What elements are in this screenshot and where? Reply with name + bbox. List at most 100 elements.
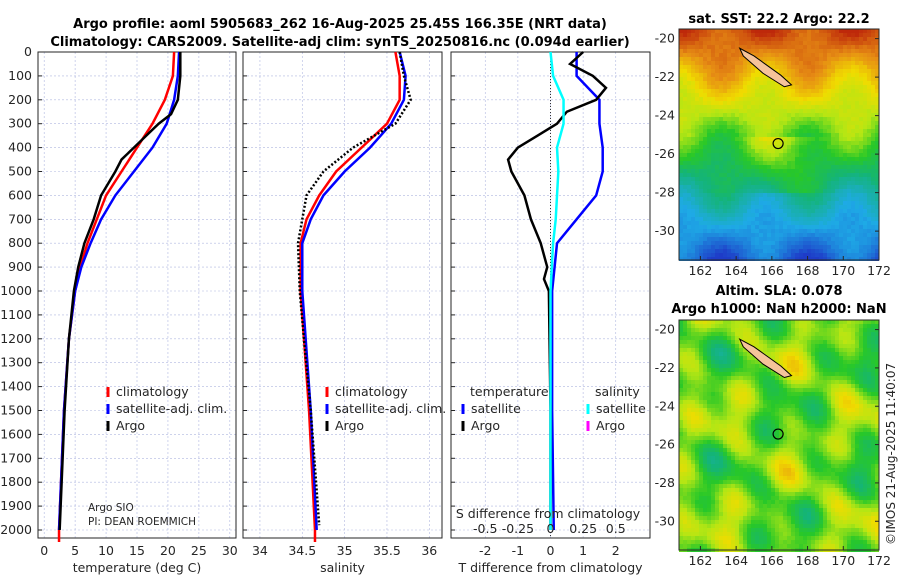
map-cell [819,213,823,217]
map-cell [851,444,855,448]
map-cell [703,189,707,193]
map-cell [819,141,823,145]
map-cell [799,29,803,33]
map-cell [723,412,727,416]
map-cell [859,241,863,245]
map-cell [811,352,815,356]
map-cell [823,249,827,253]
map-cell [847,404,851,408]
map-cell [679,416,683,420]
map-cell [815,121,819,125]
map-cell [771,336,775,340]
map-cell [875,153,879,157]
map-cell [859,81,863,85]
map-cell [779,336,783,340]
map-cell [831,117,835,121]
map-cell [835,197,839,201]
map-x-tick-label: 168 [796,263,820,278]
map-cell [715,404,719,408]
map-cell [851,229,855,233]
map-cell [811,452,815,456]
map-cell [679,37,683,41]
map-cell [815,193,819,197]
map-cell [807,129,811,133]
map-cell [871,69,875,73]
map-cell [719,436,723,440]
map-cell [827,336,831,340]
map-cell [791,464,795,468]
map-cell [835,344,839,348]
map-cell [783,61,787,65]
sst-map: 162 164 166 168 170 172-20-22-24-26-28-30 [655,29,891,278]
map-cell [723,161,727,165]
map-cell [763,101,767,105]
map-cell [779,45,783,49]
x2-tick-label: 0.5 [606,521,626,536]
map-cell [855,372,859,376]
map-cell [783,117,787,121]
map-cell [807,245,811,249]
map-cell [795,328,799,332]
map-cell [791,97,795,101]
map-cell [807,324,811,328]
map-cell [723,336,727,340]
map-cell [867,440,871,444]
map-cell [735,65,739,69]
map-cell [787,125,791,129]
map-cell [775,165,779,169]
map-cell [859,65,863,69]
map-cell [731,448,735,452]
map-cell [811,432,815,436]
map-cell [699,460,703,464]
map-cell [851,368,855,372]
map-cell [775,117,779,121]
map-cell [747,452,751,456]
map-cell [831,105,835,109]
map-cell [711,237,715,241]
map-cell [863,340,867,344]
map-cell [783,404,787,408]
map-cell [875,161,879,165]
map-cell [767,253,771,257]
map-cell [707,237,711,241]
map-cell [719,45,723,49]
map-cell [731,69,735,73]
map-cell [703,133,707,137]
map-cell [691,336,695,340]
map-cell [747,133,751,137]
map-cell [759,185,763,189]
map-cell [731,165,735,169]
map-cell [863,149,867,153]
map-cell [787,153,791,157]
map-cell [727,404,731,408]
map-cell [679,117,683,121]
map-cell [703,117,707,121]
map-cell [727,388,731,392]
map-cell [683,396,687,400]
map-cell [803,328,807,332]
map-cell [703,33,707,37]
map-cell [843,400,847,404]
map-cell [871,456,875,460]
map-cell [719,340,723,344]
map-cell [699,137,703,141]
map-cell [807,460,811,464]
map-cell [843,109,847,113]
map-cell [815,368,819,372]
map-cell [735,181,739,185]
map-cell [751,233,755,237]
map-cell [735,37,739,41]
map-cell [743,81,747,85]
map-cell [739,229,743,233]
map-cell [691,45,695,49]
map-cell [847,245,851,249]
map-cell [735,332,739,336]
map-cell [851,384,855,388]
map-cell [731,65,735,69]
map-cell [683,165,687,169]
map-cell [855,356,859,360]
map-cell [759,416,763,420]
map-cell [855,33,859,37]
map-cell [743,464,747,468]
map-cell [679,245,683,249]
